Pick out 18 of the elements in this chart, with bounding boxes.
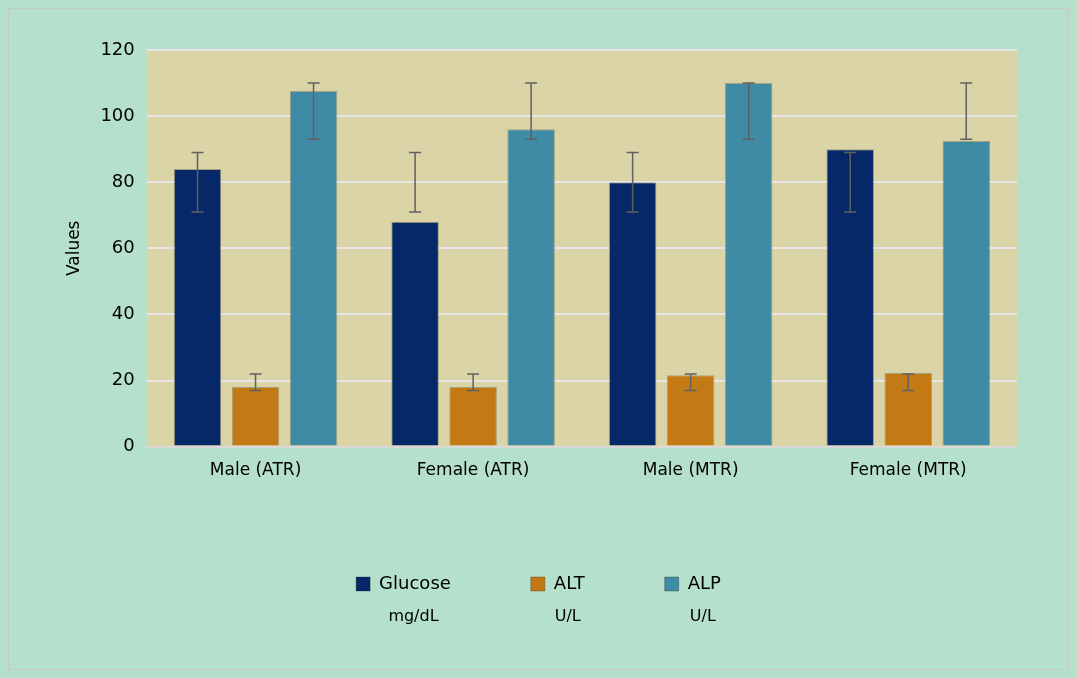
- y-axis-title: Values: [62, 220, 83, 277]
- text: U/L: [554, 606, 581, 626]
- legend-label: ALT: [553, 571, 586, 593]
- x-tick-label: Male (ATR): [209, 459, 302, 480]
- legend-label: Glucose: [379, 571, 451, 593]
- text: U/L: [689, 606, 716, 626]
- y-tick-label: 80: [111, 169, 135, 191]
- x-tick-label: Male (MTR): [642, 459, 739, 480]
- text: mg/dL: [388, 606, 439, 626]
- x-tick-label: Female (ATR): [416, 459, 530, 480]
- y-tick-label: 20: [111, 368, 135, 390]
- y-tick-label: 100: [100, 103, 135, 125]
- y-tick-label: 40: [111, 302, 135, 324]
- y-tick-label: 120: [100, 37, 135, 59]
- legend-label: ALP: [687, 571, 722, 593]
- y-tick-label: 0: [123, 434, 135, 456]
- y-tick-label: 60: [111, 235, 135, 257]
- x-tick-label: Female (MTR): [849, 459, 967, 480]
